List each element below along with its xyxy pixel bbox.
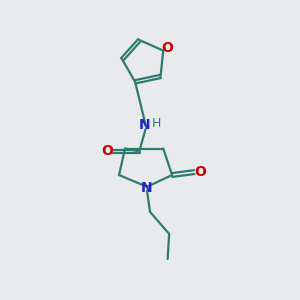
Text: O: O [161,41,173,55]
Text: O: O [101,145,113,158]
Text: H: H [152,117,161,130]
Text: N: N [139,118,151,132]
Text: N: N [141,181,153,195]
Text: O: O [194,165,206,179]
